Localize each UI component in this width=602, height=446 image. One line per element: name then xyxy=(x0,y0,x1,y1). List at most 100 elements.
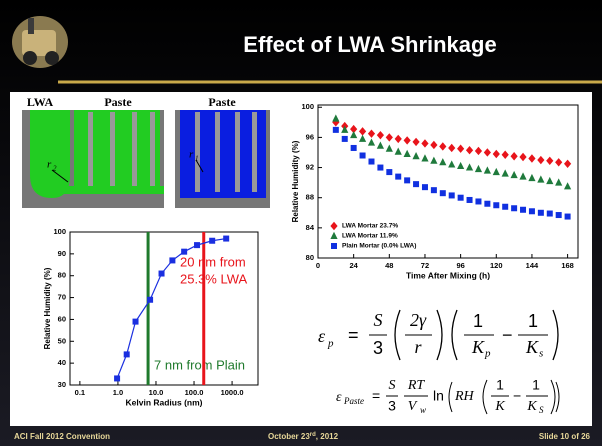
page: {"slide": {"title": "Effect of LWA Shrin… xyxy=(0,0,602,446)
marker xyxy=(159,271,165,277)
marker xyxy=(333,127,339,133)
marker xyxy=(404,177,410,183)
y-axis-title: Relative Humidity (%) xyxy=(291,140,300,222)
x-tick-label: 48 xyxy=(385,261,393,270)
pore-diagram xyxy=(22,110,270,208)
slide: Effect of LWA Shrinkage LWA Paste Paste … xyxy=(0,0,602,446)
y-tick-label: 84 xyxy=(306,223,315,232)
y-tick-label: 40 xyxy=(58,358,66,367)
y-tick-label: 88 xyxy=(306,193,314,202)
marker xyxy=(422,184,428,190)
diagram-label: LWA xyxy=(27,95,54,109)
eq-text: RH xyxy=(454,389,475,404)
x-tick-label: 72 xyxy=(421,261,429,270)
marker xyxy=(538,210,544,216)
eq-text: 2γ xyxy=(410,310,427,330)
annotation: 7 nm from Plain xyxy=(154,357,245,372)
marker xyxy=(114,375,120,381)
eq-text: − xyxy=(502,325,513,345)
y-tick-label: 80 xyxy=(306,253,314,262)
eq-text: p xyxy=(484,348,491,360)
marker xyxy=(124,351,130,357)
diagram-label: Paste xyxy=(104,95,132,109)
eq-text: 3 xyxy=(388,398,396,414)
x-axis-title: Kelvin Radius (nm) xyxy=(126,397,203,407)
marker xyxy=(395,174,401,180)
marker xyxy=(147,297,153,303)
x-tick-label: 1.0 xyxy=(113,388,123,397)
footer-right: Slide 10 of 26 xyxy=(539,432,591,441)
footer-left: ACI Fall 2012 Convention xyxy=(14,432,110,441)
y-tick-label: 60 xyxy=(58,314,66,323)
eq-text: 1 xyxy=(473,311,483,331)
eq-text: S xyxy=(389,378,396,393)
x-tick-label: 1000.0 xyxy=(221,388,244,397)
eq-text: s xyxy=(539,348,543,360)
marker xyxy=(181,249,187,255)
marker xyxy=(484,201,490,207)
footer-date-main: October 23 xyxy=(268,432,310,441)
marker xyxy=(360,152,366,158)
eq-text: p xyxy=(327,338,334,350)
y-tick-label: 100 xyxy=(53,227,66,236)
eq-text: K xyxy=(471,337,485,357)
logo xyxy=(12,16,68,68)
x-tick-label: 10.0 xyxy=(149,388,164,397)
marker xyxy=(209,238,215,244)
marker xyxy=(449,192,455,198)
eq-text: V xyxy=(408,399,418,414)
eq-text: = xyxy=(372,388,380,404)
eq-text: ε xyxy=(318,326,326,346)
radius-subscript: 1 xyxy=(195,155,199,163)
marker xyxy=(502,204,508,210)
marker xyxy=(169,257,175,263)
x-tick-label: 96 xyxy=(456,261,464,270)
x-tick-label: 168 xyxy=(561,261,574,270)
x-tick-label: 100.0 xyxy=(185,388,204,397)
marker xyxy=(556,212,562,218)
x-tick-label: 144 xyxy=(526,261,539,270)
x-tick-label: 0.1 xyxy=(75,388,85,397)
marker xyxy=(194,242,200,248)
y-tick-label: 90 xyxy=(58,249,66,258)
x-axis-title: Time After Mixing (h) xyxy=(406,270,490,280)
x-tick-label: 24 xyxy=(349,261,358,270)
marker xyxy=(529,208,535,214)
marker xyxy=(133,319,139,325)
marker xyxy=(467,197,473,203)
radius-symbol: r xyxy=(189,149,194,161)
eq-text: 1 xyxy=(496,377,504,393)
marker xyxy=(368,159,374,165)
y-tick-label: 100 xyxy=(301,102,314,111)
marker xyxy=(377,165,383,171)
eq-text: S xyxy=(374,310,383,330)
marker xyxy=(413,181,419,187)
marker xyxy=(475,198,481,204)
marker xyxy=(493,202,499,208)
slide-title: Effect of LWA Shrinkage xyxy=(243,32,496,57)
eq-text: K xyxy=(494,399,505,414)
marker xyxy=(223,236,229,242)
x-tick-label: 0 xyxy=(316,261,320,270)
eq-text: Paste xyxy=(343,396,364,406)
radius-symbol: r xyxy=(47,159,52,171)
y-tick-label: 96 xyxy=(306,132,314,141)
eq-text: K xyxy=(525,337,539,357)
eq-text: − xyxy=(513,388,521,404)
eq-text: ln xyxy=(433,388,444,404)
legend-label: LWA Mortar 11.9% xyxy=(342,233,398,240)
marker xyxy=(511,205,517,211)
x-tick-label: 120 xyxy=(490,261,503,270)
eq-text: r xyxy=(414,337,422,357)
y-tick-label: 50 xyxy=(58,336,66,345)
marker xyxy=(386,169,392,175)
marker xyxy=(520,207,526,213)
annotation: 20 nm from xyxy=(180,254,246,269)
footer-date: October 23rd, 2012 xyxy=(268,432,339,442)
marker xyxy=(458,195,464,201)
y-tick-label: 70 xyxy=(58,293,66,302)
eq-text: w xyxy=(420,405,426,415)
eq-text: 3 xyxy=(373,338,383,358)
y-tick-label: 92 xyxy=(306,163,314,172)
y-tick-label: 80 xyxy=(58,271,66,280)
